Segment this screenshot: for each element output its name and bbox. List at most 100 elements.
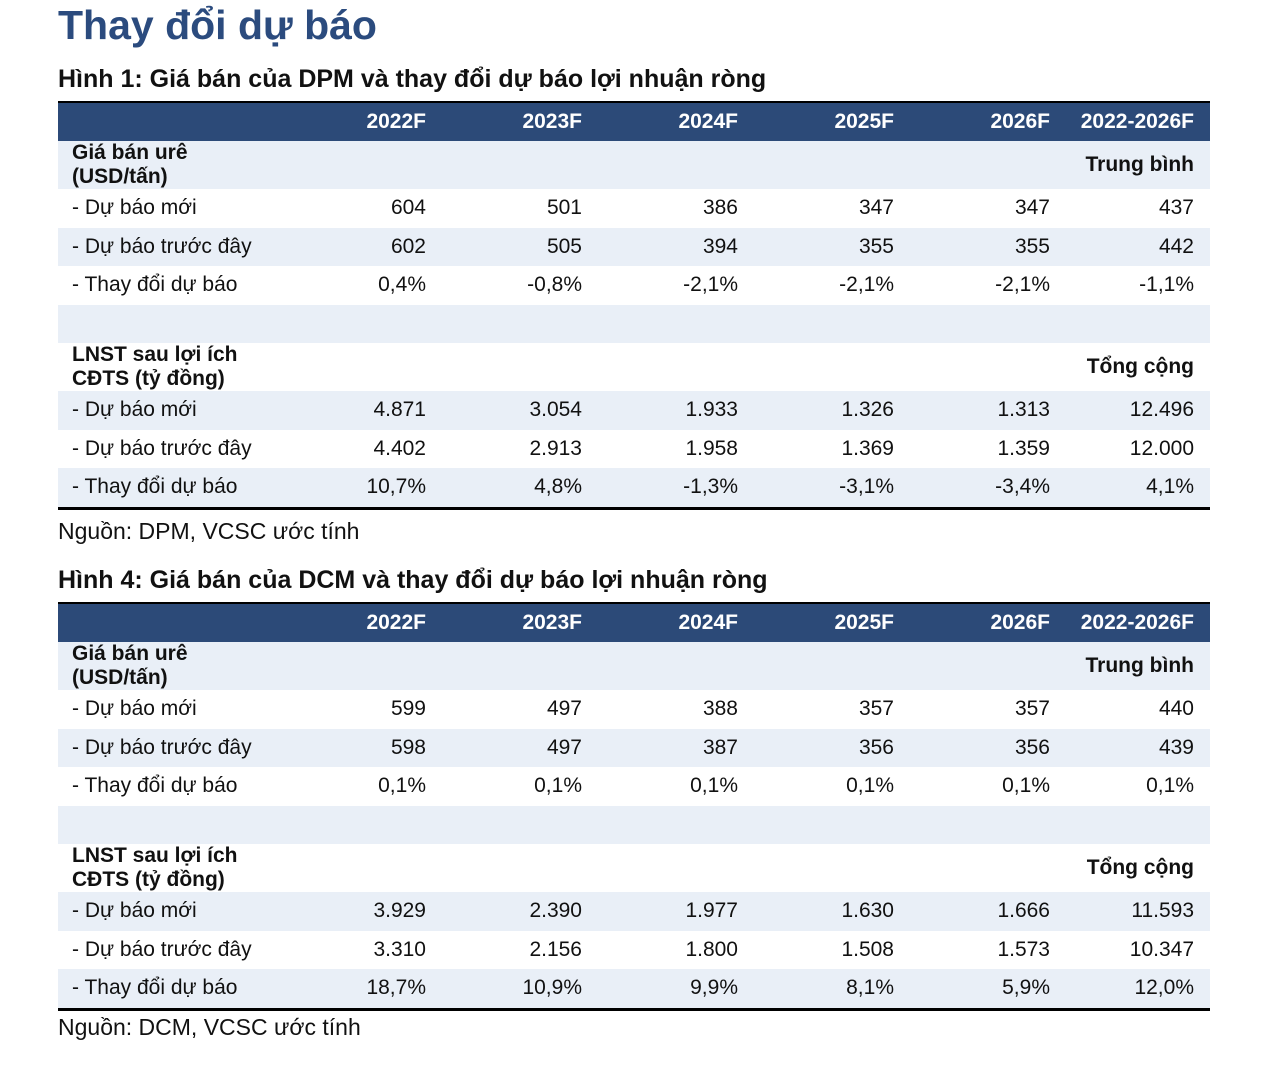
cell-value: 9,9%: [594, 969, 750, 1009]
group-row: Giá bán urê (USD/tấn) Trung bình: [58, 642, 1210, 690]
cell-value: 387: [594, 728, 750, 767]
cell-value: 0,1%: [534, 774, 582, 798]
group-row: LNST sau lợi ích CĐTS (tỷ đồng) Tổng cộng: [58, 343, 1210, 391]
column-header: 2024F: [594, 603, 750, 642]
cell-value: 394: [594, 227, 750, 266]
column-header: 2022F: [282, 102, 438, 141]
header-row: 2022F 2023F 2024F 2025F 2026F 2022-2026F: [58, 603, 1210, 642]
group-summary: Trung bình: [1062, 141, 1210, 189]
table-caption: Hình 4: Giá bán của DCM và thay đổi dự b…: [58, 566, 768, 594]
row-label: - Dự báo mới: [72, 196, 197, 220]
column-header: 2026F: [906, 603, 1062, 642]
column-header: 2023F: [438, 603, 594, 642]
cell-value: 442: [1062, 227, 1210, 266]
cell-value: 604: [390, 196, 426, 220]
cell-value: 347: [1014, 196, 1050, 220]
cell-value: 1.573: [997, 937, 1050, 961]
cell-value: -1,3%: [594, 468, 750, 508]
cell-value: 11.593: [1062, 892, 1210, 931]
cell-value: 599: [390, 697, 426, 721]
row-label: - Thay đổi dự báo: [72, 774, 238, 798]
group-label: Giá bán urê (USD/tấn): [58, 642, 282, 690]
table-row: - Thay đổi dự báo 0,4% -0,8% -2,1% -2,1% -2,1…: [58, 266, 1210, 305]
header-cell: [58, 603, 282, 642]
cell-value: 0,1%: [378, 774, 426, 798]
cell-value: 0,4%: [378, 273, 426, 297]
cell-value: 497: [546, 697, 582, 721]
cell-value: 1.326: [750, 391, 906, 430]
cell-value: 1.933: [594, 391, 750, 430]
cell-value: 1.359: [997, 436, 1050, 460]
row-label: - Dự báo trước đây: [72, 436, 252, 460]
cell-value: 355: [906, 227, 1062, 266]
cell-value: 357: [858, 697, 894, 721]
cell-value: 10.347: [1129, 937, 1194, 961]
cell-value: -3,4%: [906, 468, 1062, 508]
cell-value: 2.156: [529, 937, 582, 961]
table-row: - Dự báo trước đây 602 505 394 355 355 442: [58, 227, 1210, 266]
row-label: - Dự báo trước đây: [58, 227, 282, 266]
group-row: Giá bán urê (USD/tấn) Trung bình: [58, 141, 1210, 189]
cell-value: 355: [750, 227, 906, 266]
group-label: Giá bán urê (USD/tấn): [58, 141, 282, 189]
row-label: - Dự báo mới: [72, 697, 197, 721]
cell-value: 347: [858, 196, 894, 220]
cell-value: 1.977: [594, 892, 750, 931]
cell-value: 4,1%: [1062, 468, 1210, 508]
cell-value: 0,1%: [1002, 774, 1050, 798]
cell-value: 437: [1158, 196, 1194, 220]
cell-value: 2.390: [438, 892, 594, 931]
table-row: - Dự báo mới 4.871 3.054 1.933 1.326 1.313 12.…: [58, 391, 1210, 430]
column-header: 2023F: [438, 102, 594, 141]
cell-value: 598: [282, 728, 438, 767]
row-label: - Dự báo trước đây: [72, 937, 252, 961]
column-header: 2022-2026F: [1062, 102, 1210, 141]
header-cell: [58, 102, 282, 141]
row-label: - Dự báo trước đây: [58, 728, 282, 767]
forecast-table: 2022F 2023F 2024F 2025F 2026F 2022-2026F Giá b…: [58, 101, 1210, 510]
cell-value: 4.402: [373, 436, 426, 460]
group-summary: Trung bình: [1062, 642, 1210, 690]
cell-value: 386: [702, 196, 738, 220]
cell-value: 8,1%: [750, 969, 906, 1009]
cell-value: 10,9%: [438, 969, 594, 1009]
cell-value: -2,1%: [839, 273, 894, 297]
row-label: - Dự báo mới: [58, 391, 282, 430]
column-header: 2022-2026F: [1062, 603, 1210, 642]
cell-value: 1.369: [841, 436, 894, 460]
cell-value: -2,1%: [995, 273, 1050, 297]
cell-value: -2,1%: [683, 273, 738, 297]
row-label: - Thay đổi dự báo: [58, 969, 282, 1009]
cell-value: 12,0%: [1062, 969, 1210, 1009]
cell-value: 357: [1014, 697, 1050, 721]
table-row: - Dự báo trước đây 3.310 2.156 1.800 1.508 1.…: [58, 931, 1210, 970]
group-row: LNST sau lợi ích CĐTS (tỷ đồng) Tổng cộng: [58, 844, 1210, 892]
cell-value: 3.054: [438, 391, 594, 430]
table-row: - Dự báo mới 604 501 386 347 347 437: [58, 189, 1210, 228]
cell-value: -1,1%: [1139, 273, 1194, 297]
cell-value: 18,7%: [282, 969, 438, 1009]
cell-value: -3,1%: [750, 468, 906, 508]
source-note: Nguồn: DPM, VCSC ước tính: [58, 518, 360, 544]
cell-value: 2.913: [529, 436, 582, 460]
cell-value: 3.310: [373, 937, 426, 961]
table-row: - Dự báo trước đây 598 497 387 356 356 439: [58, 728, 1210, 767]
group-summary: Tổng cộng: [1086, 355, 1194, 378]
table-row: - Thay đổi dự báo 0,1% 0,1% 0,1% 0,1% 0,1% 0,1…: [58, 767, 1210, 806]
cell-value: 3.929: [282, 892, 438, 931]
cell-value: 602: [282, 227, 438, 266]
cell-value: 1.958: [685, 436, 738, 460]
cell-value: 440: [1158, 697, 1194, 721]
page-title: Thay đổi dự báo: [58, 2, 377, 48]
cell-value: 0,1%: [1146, 774, 1194, 798]
cell-value: 356: [750, 728, 906, 767]
spacer-row: [58, 304, 1210, 343]
cell-value: 5,9%: [906, 969, 1062, 1009]
row-label: - Thay đổi dự báo: [72, 273, 238, 297]
cell-value: 1.666: [906, 892, 1062, 931]
table-row: - Thay đổi dự báo 10,7% 4,8% -1,3% -3,1% -3,4…: [58, 468, 1210, 508]
table-row: - Dự báo trước đây 4.402 2.913 1.958 1.369 1.…: [58, 430, 1210, 469]
cell-value: 388: [702, 697, 738, 721]
table-row: - Thay đổi dự báo 18,7% 10,9% 9,9% 8,1% 5,9% 1…: [58, 969, 1210, 1009]
group-summary: Tổng cộng: [1086, 856, 1194, 879]
